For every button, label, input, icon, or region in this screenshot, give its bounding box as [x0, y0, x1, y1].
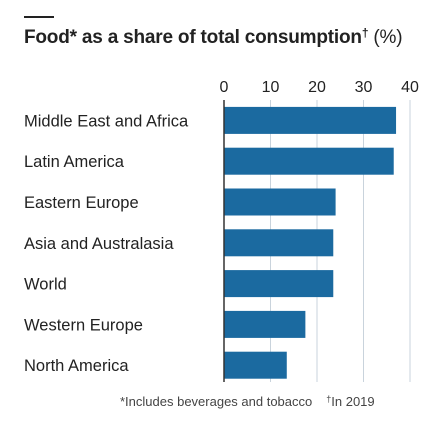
footnote: *Includes beverages and tobacco †In 2019	[120, 394, 375, 409]
bar	[224, 351, 287, 379]
bar	[224, 147, 394, 175]
x-tick-label: 20	[308, 79, 326, 96]
bar-chart: 0 10 20 30 40 Middle East and Africa Latin Ame…	[24, 79, 419, 382]
x-tick-label: 0	[220, 79, 229, 96]
footnote-asterisk: *Includes beverages and tobacco	[120, 394, 313, 409]
x-tick-label: 40	[401, 79, 419, 96]
category-label: Latin America	[24, 153, 125, 171]
category-label: Western Europe	[24, 316, 143, 334]
category-label: Middle East and Africa	[24, 112, 189, 130]
bar	[224, 188, 336, 216]
category-label: North America	[24, 357, 129, 375]
title-unit: (%)	[373, 27, 403, 48]
bar	[224, 270, 334, 298]
x-tick-label: 30	[355, 79, 373, 96]
footnote-dagger: In 2019	[331, 394, 375, 409]
bar	[224, 310, 306, 338]
title-rule	[24, 16, 54, 18]
bar	[224, 229, 334, 257]
chart-title: Food* as a share of total consumption† (…	[24, 26, 403, 49]
x-tick-label: 10	[262, 79, 280, 96]
title-main: Food* as a share of total consumption	[24, 27, 362, 48]
category-label: Eastern Europe	[24, 194, 139, 212]
category-label: Asia and Australasia	[24, 235, 174, 253]
bar	[224, 106, 397, 134]
title-dagger: †	[361, 26, 369, 40]
category-label: World	[24, 276, 67, 294]
footnote-dagger-mark: †	[326, 394, 332, 404]
